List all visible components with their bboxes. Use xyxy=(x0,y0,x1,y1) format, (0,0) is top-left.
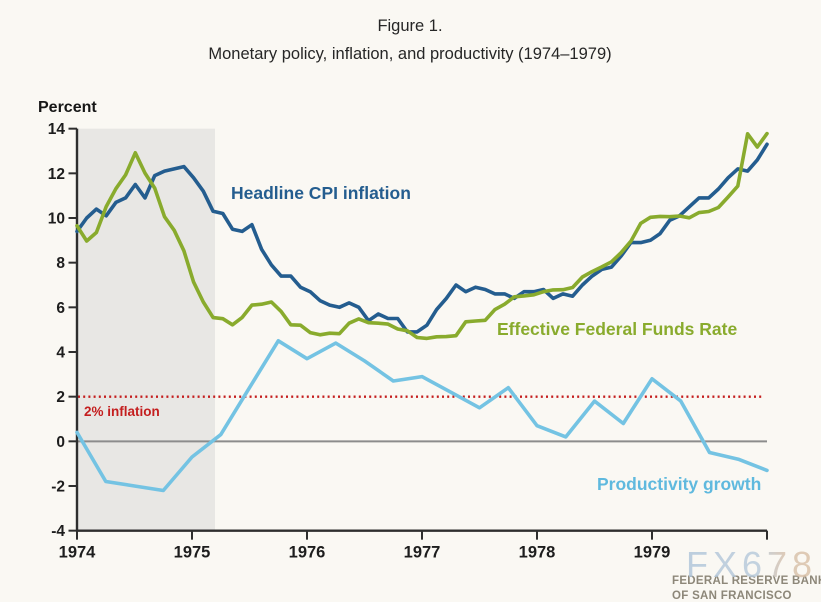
cpi-line-label: Headline CPI inflation xyxy=(231,183,411,203)
ffr-line-label: Effective Federal Funds Rate xyxy=(497,319,737,339)
watermark-org-line2: OF SAN FRANCISCO xyxy=(672,590,792,602)
inflation-target-label: 2% inflation xyxy=(84,404,160,419)
x-tick-label: 1976 xyxy=(289,544,326,562)
watermark-logo: FX678 xyxy=(686,544,817,585)
y-tick-label: 0 xyxy=(56,434,65,451)
watermark: FEDERAL RESERVE BANK OF SAN FRANCISCO FX… xyxy=(672,544,821,602)
y-tick-label: -2 xyxy=(51,478,65,495)
cpi-inflation-line xyxy=(75,142,769,334)
federal-funds-rate-line xyxy=(75,131,769,341)
figure-subtitle: Monetary policy, inflation, and producti… xyxy=(208,45,611,63)
y-tick-label: 8 xyxy=(56,255,65,272)
x-tick-label: 1975 xyxy=(174,544,211,562)
y-tick-label: 14 xyxy=(48,121,66,138)
productivity-line-label: Productivity growth xyxy=(597,474,761,494)
y-tick-label: 4 xyxy=(56,344,65,361)
x-tick-label: 1979 xyxy=(634,544,671,562)
x-tick-label: 1977 xyxy=(404,544,441,562)
productivity-growth-line xyxy=(75,338,769,493)
x-tick-label: 1974 xyxy=(59,544,97,562)
figure-title: Figure 1. xyxy=(377,17,442,35)
x-tick-label: 1978 xyxy=(519,544,556,562)
axes: 14 12 10 8 6 4 2 0 -2 -4 1974 1975 1976 1977 1978 1979 xyxy=(48,121,768,562)
y-tick-label: 6 xyxy=(56,300,65,317)
y-tick-label: 2 xyxy=(56,389,65,406)
watermark-org-line1: FEDERAL RESERVE BANK xyxy=(672,575,821,587)
y-tick-label: -4 xyxy=(51,523,65,540)
y-axis-title: Percent xyxy=(38,99,97,116)
y-tick-label: 10 xyxy=(48,211,65,228)
y-tick-label: 12 xyxy=(48,166,65,183)
